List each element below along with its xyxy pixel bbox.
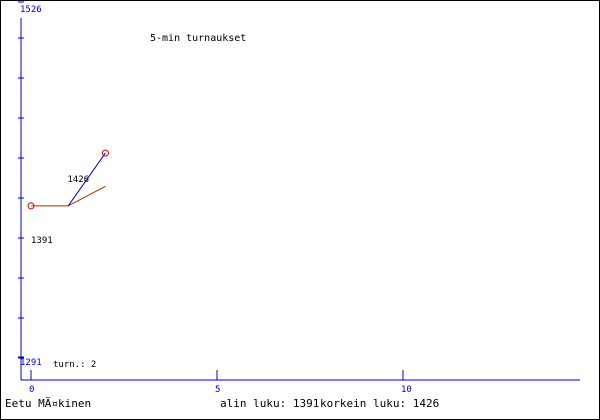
x-tick-label: 0 (29, 385, 34, 395)
point-label: 1426 (67, 175, 89, 185)
line-series (67, 152, 106, 207)
y-tick-label: 1291 (20, 358, 42, 368)
x-tick-label: 5 (215, 385, 220, 395)
y-minor-ticks (18, 37, 24, 359)
x-tick-label: 10 (401, 385, 412, 395)
highest-rating: korkein luku: 1426 (320, 397, 439, 410)
player-name: Eetu MÃ¤kinen (5, 397, 91, 410)
point-label: 1391 (31, 236, 53, 246)
chart-title: 5-min turnaukset (150, 33, 246, 44)
games-count: turn.: 2 (53, 360, 96, 370)
y-tick-label: 1526 (20, 5, 42, 15)
lowest-rating: alin luku: 1391 (220, 397, 319, 410)
extreme-point (101, 149, 109, 157)
extreme-point (27, 202, 35, 210)
